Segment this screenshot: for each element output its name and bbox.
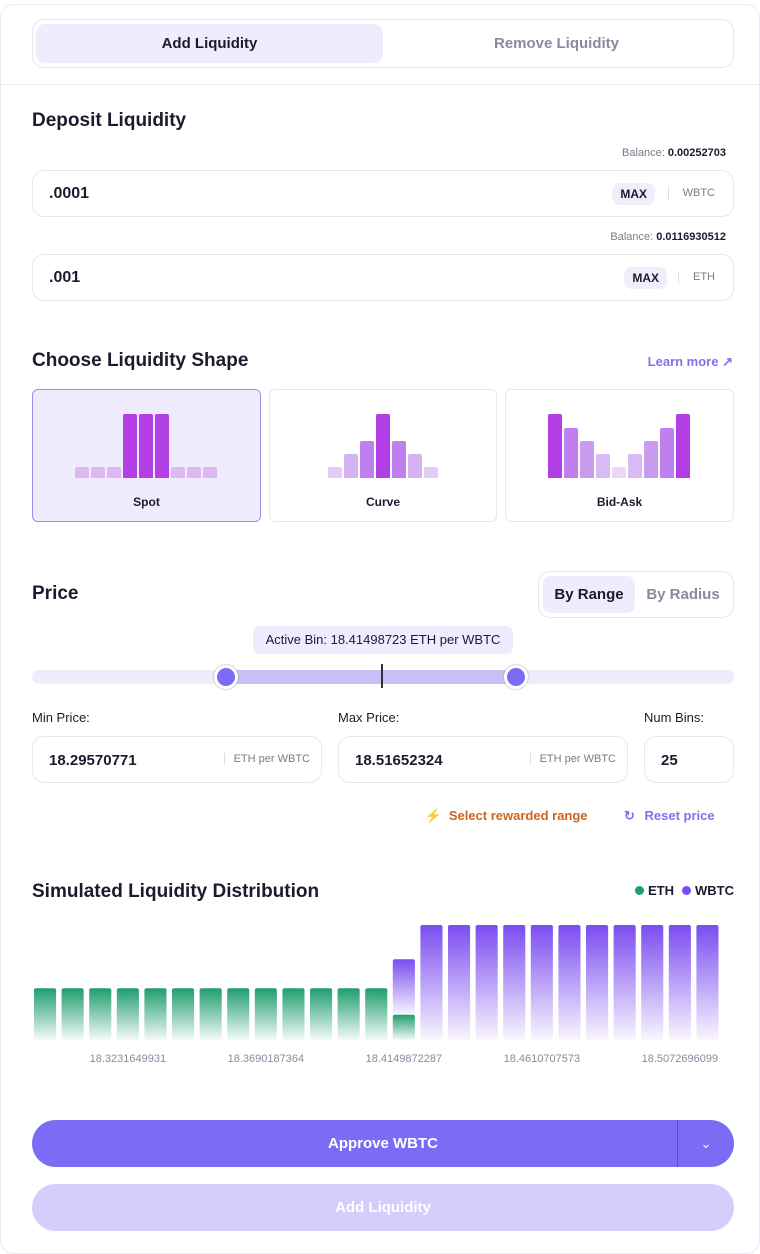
shape-icon — [75, 414, 220, 478]
approve-button[interactable]: Approve WBTC — [32, 1120, 734, 1167]
max-button[interactable]: MAX — [624, 267, 667, 289]
shape-label: Bid-Ask — [596, 495, 643, 509]
amount-input[interactable]: .0001 MAX WBTC — [32, 170, 734, 217]
section-title: Price — [32, 583, 79, 604]
liquidity-bar — [282, 988, 305, 1040]
token: WBTC — [667, 187, 715, 199]
active-marker — [381, 664, 383, 688]
balance-label: Balance: — [610, 231, 654, 243]
liquidity-bar — [530, 925, 553, 1040]
mode[interactable]: By Radius — [646, 586, 720, 603]
liquidity-bar — [61, 988, 84, 1040]
x-tick-label: 18.3231649931 — [90, 1053, 166, 1065]
button-label: Add Liquidity — [335, 1199, 431, 1216]
x-tick-label: 18.5072696099 — [642, 1053, 718, 1065]
balance: Balance: 0.00252703 — [622, 147, 726, 159]
liquidity-bar — [503, 925, 526, 1040]
liquidity-bar — [172, 988, 195, 1040]
amount-input[interactable]: .001 MAX ETH — [32, 254, 734, 301]
button-label: Approve WBTC — [328, 1135, 438, 1152]
liquidity-bar — [144, 988, 167, 1040]
section-title: Choose Liquidity Shape — [32, 350, 249, 371]
balance-value: 0.00252703 — [667, 147, 726, 159]
slider-handle[interactable] — [504, 665, 528, 689]
shape-icon — [328, 414, 440, 478]
liquidity-bar — [420, 925, 443, 1040]
liquidity-bar — [227, 988, 250, 1040]
x-tick-label: 18.4610707573 — [504, 1053, 580, 1065]
liquidity-bar — [337, 988, 360, 1040]
liquidity-bar — [641, 925, 664, 1040]
liquidity-bar — [613, 925, 636, 1040]
liquidity-bar — [116, 988, 139, 1040]
balance-value: 0.0116930512 — [656, 231, 726, 243]
amount: .001 — [49, 269, 81, 286]
rewarded-range-link[interactable]: ⚡ Select rewarded range — [425, 808, 588, 823]
mode-active[interactable]: By Range — [543, 576, 635, 613]
balance-label: Balance: — [622, 147, 665, 159]
liquidity-bar — [365, 988, 388, 1040]
liquidity-bar — [668, 925, 691, 1040]
liquidity-bar — [89, 988, 112, 1040]
price-value: 18.51652324 — [355, 752, 443, 769]
section-title: Simulated Liquidity Distribution — [32, 881, 320, 902]
amount: .0001 — [49, 185, 90, 202]
field-label: Max Price: — [338, 710, 400, 725]
legend-label: ETH — [648, 883, 674, 898]
tab-active[interactable]: Add Liquidity — [36, 24, 383, 63]
shape-icon — [548, 414, 693, 478]
link-text: Learn more — [647, 354, 719, 369]
shape-option[interactable]: Curve — [269, 389, 497, 522]
x-tick-label: 18.3690187364 — [228, 1053, 304, 1065]
field-label: Min Price: — [32, 710, 90, 725]
liquidity-bar — [392, 1014, 415, 1040]
legend: ETH WBTC — [635, 883, 734, 898]
reset-price-link[interactable]: ↻ Reset price — [624, 808, 715, 823]
liquidity-bar — [448, 925, 471, 1040]
max-button[interactable]: MAX — [612, 183, 655, 205]
liquidity-bar — [199, 988, 222, 1040]
slider-handle[interactable] — [214, 665, 238, 689]
dropdown-button[interactable]: ⌄ — [677, 1120, 734, 1167]
liquidity-bar — [586, 925, 609, 1040]
liquidity-bar — [392, 959, 415, 1015]
liquidity-bar — [558, 925, 581, 1040]
min-price-input[interactable]: 18.29570771 ETH per WBTC — [32, 736, 322, 783]
shape-option[interactable]: Spot — [32, 389, 261, 522]
unit: ETH per WBTC — [529, 753, 616, 765]
distribution-chart: 18.3231649931 18.3690187364 18.4149872287 1… — [34, 925, 719, 1065]
divider — [0, 84, 760, 85]
liquidity-bar — [310, 988, 333, 1040]
x-tick-label: 18.4149872287 — [366, 1053, 442, 1065]
add-liquidity-button[interactable]: Add Liquidity — [32, 1184, 734, 1231]
learn-more-link[interactable]: Learn more ↗ — [647, 354, 733, 369]
section-title: Deposit Liquidity — [32, 110, 187, 131]
num-bins: 25 — [661, 752, 678, 769]
slider-range — [226, 670, 516, 684]
legend-dot — [682, 886, 691, 895]
shape-label: Curve — [365, 495, 400, 509]
field-label: Num Bins: — [644, 710, 704, 725]
tab[interactable]: Remove Liquidity — [493, 35, 620, 52]
unit: ETH per WBTC — [223, 753, 310, 765]
legend-dot — [635, 886, 644, 895]
max-price-input[interactable]: 18.51652324 ETH per WBTC — [338, 736, 628, 783]
liquidity-bar — [34, 988, 57, 1040]
legend-label: WBTC — [695, 883, 734, 898]
liquidity-bar — [254, 988, 277, 1040]
num-bins-input[interactable]: 25 — [644, 736, 734, 783]
price-value: 18.29570771 — [49, 752, 137, 769]
shape-option[interactable]: Bid-Ask — [505, 389, 734, 522]
link-text: Reset price — [644, 808, 715, 823]
token: ETH — [678, 271, 715, 283]
liquidity-bar — [696, 925, 719, 1040]
liquidity-bar — [475, 925, 498, 1040]
active-bin: Active Bin: 18.41498723 ETH per WBTC — [253, 626, 513, 654]
link-text: Select rewarded range — [448, 808, 588, 823]
balance: Balance: 0.0116930512 — [610, 231, 726, 243]
shape-label: Spot — [133, 495, 160, 509]
